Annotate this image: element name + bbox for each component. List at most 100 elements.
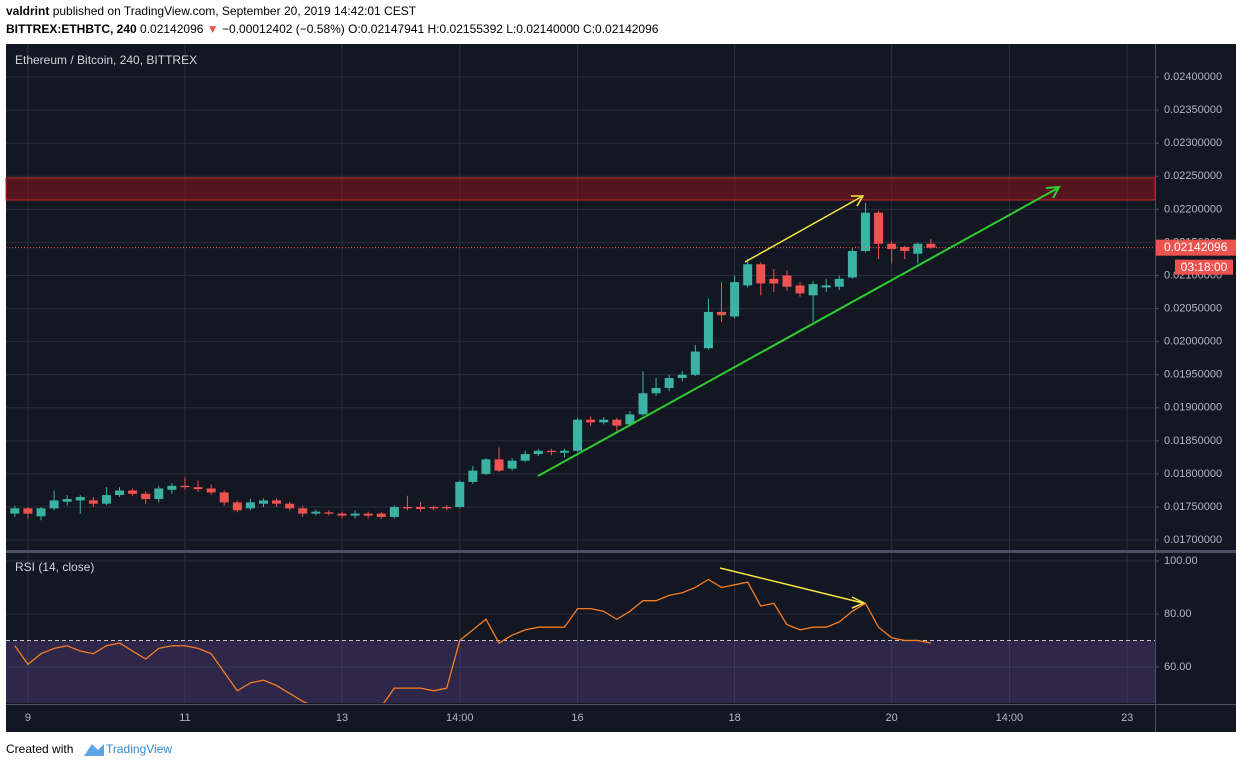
y-tick-label: 0.01800000: [1164, 468, 1222, 480]
candle-body: [546, 450, 556, 453]
candle-body: [573, 419, 583, 451]
candle-body: [860, 212, 870, 252]
y-tick-label: 80.00: [1164, 608, 1192, 620]
candle-body: [206, 488, 216, 493]
rsi-line: [14, 578, 932, 703]
x-tick-label: 9: [25, 712, 31, 724]
rsi-band: [6, 640, 1155, 703]
candle-body: [599, 419, 609, 423]
arrow-head: [851, 596, 866, 609]
candle-body: [10, 508, 20, 514]
y-tick-label: 0.02400000: [1164, 71, 1222, 83]
candle-body: [232, 502, 242, 511]
candle-body: [154, 488, 164, 500]
open: O:0.02147941: [348, 22, 424, 36]
candle-body: [442, 507, 452, 509]
main-pane: [6, 44, 1155, 550]
candle-body: [874, 212, 884, 244]
last-price-label: 0.02142096: [1164, 240, 1228, 254]
x-tick-label: 14:00: [996, 712, 1024, 724]
candle-body: [717, 311, 727, 316]
candle-body: [769, 278, 779, 284]
candle-body: [494, 459, 504, 471]
y-tick-label: 0.01950000: [1164, 369, 1222, 381]
candle-body: [913, 243, 923, 254]
plot: 9 11 13 14:00 16 18 20 14:00 23 0.01700000 0.01750…: [6, 44, 1236, 724]
candle-body: [23, 508, 33, 514]
candle-body: [219, 492, 229, 503]
candle-body: [795, 285, 805, 294]
candle-body: [625, 414, 635, 425]
candle-body: [586, 419, 596, 423]
footer-text: Created with: [6, 742, 73, 756]
candle-body: [258, 500, 268, 504]
candle-body: [402, 507, 412, 509]
candle-body: [311, 511, 321, 514]
candle-body: [468, 470, 478, 482]
footer-brand[interactable]: TradingView: [106, 742, 172, 756]
candle-body: [638, 393, 648, 415]
candle-body: [926, 243, 936, 248]
y-tick-label: 0.02200000: [1164, 203, 1222, 215]
y-tick-label: 0.02050000: [1164, 302, 1222, 314]
close: C:0.02142096: [583, 22, 659, 36]
candle-body: [834, 278, 844, 287]
published: published on TradingView.com, September …: [53, 4, 417, 18]
x-tick-label: 11: [179, 712, 190, 724]
rsi-title: RSI (14, close): [15, 560, 94, 574]
candle-body: [62, 499, 72, 502]
low: L:0.02140000: [506, 22, 580, 36]
candle-body: [481, 459, 491, 474]
last-price-box: [1156, 239, 1236, 256]
candle-body: [507, 460, 517, 469]
candle-body: [690, 351, 700, 375]
candle-body: [115, 490, 125, 496]
y-tick-label: 0.02250000: [1164, 170, 1222, 182]
candle-body: [429, 507, 439, 509]
candle-body: [416, 507, 426, 509]
candle-body: [36, 508, 46, 517]
x-tick-label: 14:00: [446, 712, 474, 724]
candle-body: [245, 502, 255, 509]
support-line: [537, 187, 1059, 477]
candle-body: [756, 264, 766, 284]
x-tick-label: 23: [1121, 712, 1133, 724]
y-tick-label: 0.02000000: [1164, 336, 1222, 348]
arrow-head: [851, 195, 865, 207]
x-tick-label: 16: [571, 712, 583, 724]
candle-body: [285, 503, 295, 509]
candle-body: [677, 374, 687, 379]
candle-body: [350, 513, 360, 516]
resistance-zone: [5, 177, 1156, 201]
candle-body: [664, 378, 674, 388]
high: H:0.02155392: [428, 22, 504, 36]
x-tick-label: 20: [886, 712, 898, 724]
candle-body: [75, 497, 85, 501]
candle-body: [337, 513, 347, 516]
divergence-arrow: [719, 567, 864, 604]
candle-body: [847, 251, 857, 278]
symbol: BITTREX:ETHBTC, 240: [6, 22, 137, 36]
y-tick-label: 0.01850000: [1164, 435, 1222, 447]
header-line: valdrint published on TradingView.com, S…: [6, 4, 417, 18]
countdown: 03:18:00: [1181, 260, 1228, 274]
candle-body: [141, 493, 151, 500]
candle-body: [559, 450, 569, 453]
candle-body: [782, 275, 792, 287]
candle-body: [520, 454, 530, 461]
candle-body: [49, 500, 59, 509]
y-tick-label: 0.02350000: [1164, 104, 1222, 116]
y-tick-label: 0.02300000: [1164, 137, 1222, 149]
quote-line: BITTREX:ETHBTC, 240 0.02142096 ▼ −0.0001…: [6, 22, 659, 36]
arrow-head: [1045, 185, 1061, 199]
candle-body: [298, 508, 308, 514]
candle-body: [808, 284, 818, 296]
chart-bg: [6, 44, 1236, 732]
y-tick-label: 100.00: [1164, 555, 1198, 567]
candle-body: [703, 311, 713, 349]
pane-title: Ethereum / Bitcoin, 240, BITTREX: [15, 53, 197, 67]
y-tick-label: 0.01900000: [1164, 402, 1222, 414]
candle-body: [88, 500, 98, 504]
y-tick-label: 0.01700000: [1164, 534, 1222, 546]
candle-body: [101, 495, 111, 504]
